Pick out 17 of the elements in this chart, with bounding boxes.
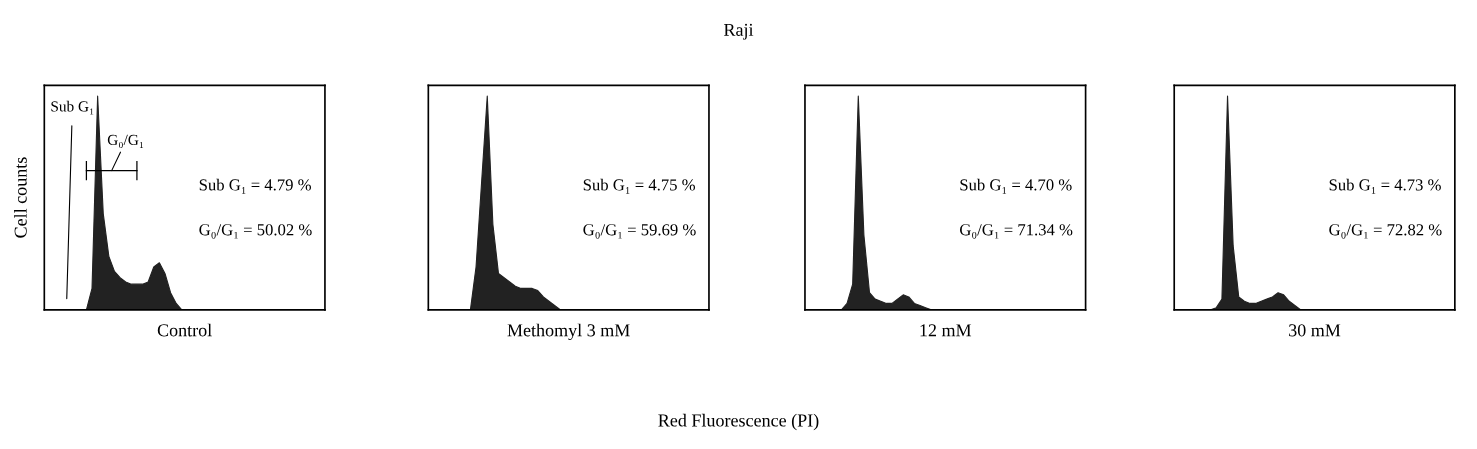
annotation: G₀/G₁: [107, 134, 144, 149]
text: Raji: [723, 23, 754, 40]
x-axis-title: Control: [157, 323, 212, 337]
x-axis-title: 12 mM: [920, 324, 972, 337]
x-axis-title: Methomyl 3 mM: [507, 323, 630, 341]
annotation: G₀/G₁ = 71.34 %: [960, 224, 1073, 239]
annotation: Sub G₁ = 4.73 %: [1329, 178, 1441, 194]
annotation: G₀/G₁ = 72.82 %: [1329, 224, 1442, 239]
y-axis-title: Cell counts: [14, 157, 27, 238]
annotation: Sub G₁ = 4.79 %: [199, 178, 311, 194]
annotation: Sub G₁ = 4.70 %: [960, 178, 1072, 194]
text: Red Fluorescence (PI): [658, 413, 819, 431]
annotation: G₀/G₁ = 50.02 %: [199, 224, 312, 239]
x-axis-title: 30 mM: [1289, 324, 1341, 337]
annotation: Sub G₁ = 4.75 %: [583, 178, 696, 194]
annotation: Sub G₁: [51, 100, 94, 115]
annotation: G₀/G₁ = 59.69 %: [583, 224, 696, 239]
